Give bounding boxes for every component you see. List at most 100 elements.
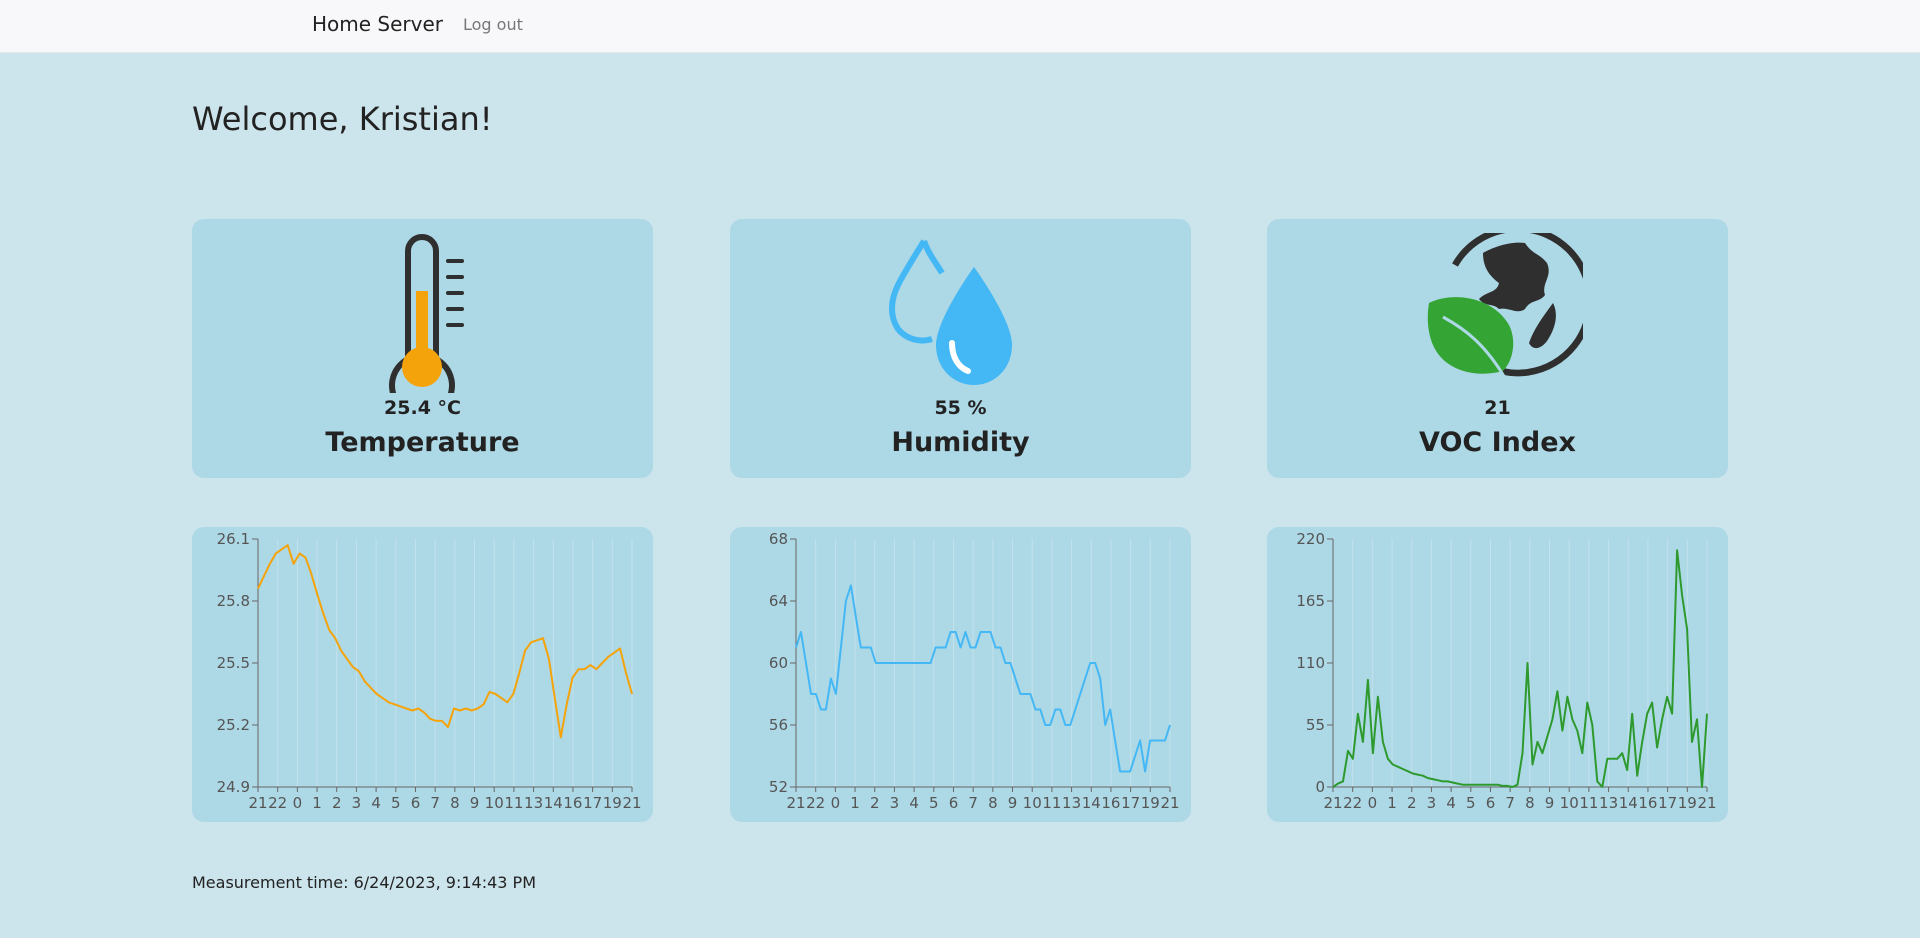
x-tick-label: 2 xyxy=(332,794,342,812)
x-tick-label: 13 xyxy=(524,794,543,812)
x-tick-label: 3 xyxy=(890,794,900,812)
x-tick-label: 8 xyxy=(1525,794,1535,812)
x-tick-label: 6 xyxy=(411,794,421,812)
y-tick-label: 220 xyxy=(1296,530,1325,548)
x-tick-label: 17 xyxy=(583,794,602,812)
x-tick-label: 4 xyxy=(1446,794,1456,812)
water-drops-icon xyxy=(888,239,1012,385)
logout-link[interactable]: Log out xyxy=(463,15,523,34)
temperature-label: Temperature xyxy=(325,427,520,458)
x-tick-label: 1 xyxy=(850,794,860,812)
x-tick-label: 14 xyxy=(1082,794,1101,812)
x-tick-label: 21 xyxy=(1323,794,1342,812)
y-tick-label: 25.8 xyxy=(217,592,250,610)
measurement-label: Measurement time: xyxy=(192,873,349,892)
x-tick-label: 21 xyxy=(786,794,805,812)
x-tick-label: 5 xyxy=(1466,794,1476,812)
voc-chart: 220 165 110 55 0 21 22 0 1 2 3 4 5 6 7 8 9 10 11 13 14 16 17 19… xyxy=(1267,527,1728,822)
x-tick-label: 19 xyxy=(1678,794,1697,812)
x-tick-label: 16 xyxy=(1638,794,1657,812)
temperature-chart-svg: 26.125.825.525.224.921 22 0 1 2 3 4 5 6 7 8 9 10 11 13… xyxy=(217,530,642,812)
y-tick-label: 55 xyxy=(1306,716,1325,734)
x-tick-label: 21 xyxy=(1697,794,1716,812)
navbar: Home Server Log out xyxy=(0,0,1920,53)
voc-label: VOC Index xyxy=(1419,427,1576,458)
x-tick-label: 10 xyxy=(1560,794,1579,812)
temperature-value: 25.4 °C xyxy=(384,397,461,419)
y-tick-label: 25.5 xyxy=(217,654,250,672)
y-tick-label: 165 xyxy=(1296,592,1325,610)
y-tick-label: 60 xyxy=(769,654,788,672)
x-tick-label: 22 xyxy=(806,794,825,812)
x-tick-label: 11 xyxy=(1042,794,1061,812)
x-tick-label: 2 xyxy=(870,794,880,812)
x-tick-label: 11 xyxy=(1579,794,1598,812)
y-tick-label: 110 xyxy=(1296,654,1325,672)
x-tick-label: 8 xyxy=(988,794,998,812)
x-tick-label: 17 xyxy=(1121,794,1140,812)
welcome-heading: Welcome, Kristian! xyxy=(192,100,493,138)
humidity-label: Humidity xyxy=(891,427,1030,458)
temperature-chart: 26.1 25.8 25.5 25.2 24.9 21 22 0 1 2 3 4 5 6 7 8 9 10 11 13… xyxy=(192,527,653,822)
y-tick-label: 64 xyxy=(769,592,788,610)
x-tick-label: 1 xyxy=(312,794,322,812)
x-tick-label: 11 xyxy=(504,794,523,812)
humidity-value: 55 % xyxy=(934,397,987,419)
x-tick-label: 5 xyxy=(929,794,939,812)
x-tick-label: 6 xyxy=(1486,794,1496,812)
x-tick-label: 22 xyxy=(1343,794,1362,812)
x-tick-label: 13 xyxy=(1062,794,1081,812)
x-tick-label: 14 xyxy=(544,794,563,812)
humidity-card: 55 % Humidity xyxy=(730,219,1191,478)
x-tick-label: 10 xyxy=(1023,794,1042,812)
humidity-chart: 68 64 60 56 52 21 22 0 1 2 3 4 5 6 7 8 9 10 11 13 14 16 17 19 21 xyxy=(730,527,1191,822)
x-tick-label: 17 xyxy=(1658,794,1677,812)
x-tick-label: 14 xyxy=(1619,794,1638,812)
x-tick-label: 9 xyxy=(1545,794,1555,812)
humidity-series-line xyxy=(795,584,1171,773)
x-tick-label: 3 xyxy=(1427,794,1437,812)
x-tick-label: 16 xyxy=(1101,794,1120,812)
y-tick-label: 26.1 xyxy=(217,530,250,548)
y-tick-label: 25.2 xyxy=(217,716,250,734)
y-tick-label: 0 xyxy=(1315,778,1325,796)
x-tick-label: 21 xyxy=(248,794,267,812)
x-tick-label: 4 xyxy=(909,794,919,812)
x-tick-label: 3 xyxy=(352,794,362,812)
x-tick-label: 2 xyxy=(1407,794,1417,812)
x-tick-label: 0 xyxy=(831,794,841,812)
x-tick-label: 0 xyxy=(1368,794,1378,812)
x-tick-label: 7 xyxy=(968,794,978,812)
x-tick-label: 6 xyxy=(949,794,959,812)
y-tick-label: 56 xyxy=(769,716,788,734)
x-tick-label: 1 xyxy=(1387,794,1397,812)
y-tick-label: 68 xyxy=(769,530,788,548)
temperature-series-line xyxy=(257,544,633,739)
x-tick-label: 21 xyxy=(1160,794,1179,812)
x-tick-label: 10 xyxy=(485,794,504,812)
earth-leaf-icon xyxy=(1427,233,1583,386)
voc-series-line xyxy=(1332,549,1708,788)
y-tick-label: 24.9 xyxy=(217,778,250,796)
brand-link[interactable]: Home Server xyxy=(312,12,444,36)
x-tick-label: 9 xyxy=(1008,794,1018,812)
x-tick-label: 9 xyxy=(470,794,480,812)
x-tick-label: 7 xyxy=(430,794,440,812)
x-tick-label: 8 xyxy=(450,794,460,812)
x-tick-label: 19 xyxy=(1141,794,1160,812)
x-tick-label: 21 xyxy=(622,794,641,812)
measurement-value: 6/24/2023, 9:14:43 PM xyxy=(353,873,536,892)
voc-value: 21 xyxy=(1484,397,1511,419)
y-tick-label: 52 xyxy=(769,778,788,796)
voc-card: 21 VOC Index xyxy=(1267,219,1728,478)
thermometer-icon xyxy=(388,234,464,393)
x-tick-label: 7 xyxy=(1505,794,1515,812)
x-tick-label: 5 xyxy=(391,794,401,812)
x-tick-label: 16 xyxy=(563,794,582,812)
x-tick-label: 22 xyxy=(268,794,287,812)
x-tick-label: 4 xyxy=(371,794,381,812)
measurement-time: Measurement time: 6/24/2023, 9:14:43 PM xyxy=(192,873,536,892)
x-tick-label: 19 xyxy=(603,794,622,812)
